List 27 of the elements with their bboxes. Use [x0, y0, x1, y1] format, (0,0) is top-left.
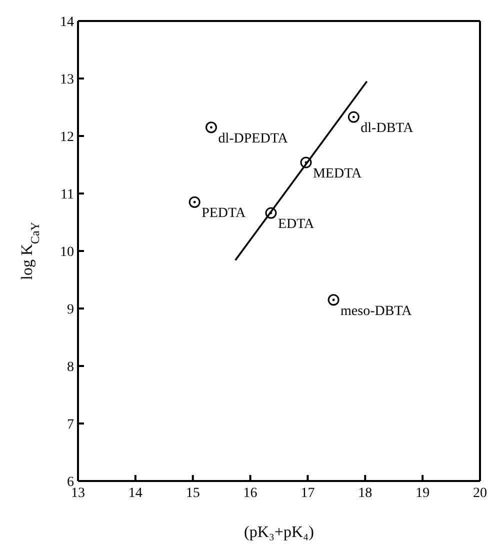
y-tick-label: 10	[60, 244, 74, 260]
y-tick-label: 14	[60, 14, 74, 30]
x-tick-label: 18	[358, 486, 372, 501]
y-tick-label: 9	[67, 302, 74, 318]
x-tick-label: 17	[300, 486, 315, 501]
x-tick-label: 19	[416, 486, 430, 501]
y-tick-label: 11	[60, 187, 74, 202]
x-tick-label: 20	[473, 486, 487, 501]
y-tick-label: 6	[67, 474, 74, 490]
annotation: dl-DPEDTA	[218, 131, 289, 146]
x-axis-title: (pK₃+pK₄)	[244, 524, 314, 541]
annotation: EDTA	[278, 217, 316, 232]
annotation: PEDTA	[202, 206, 246, 222]
y-tick-label: 7	[67, 417, 74, 432]
y-tick-label: 12	[60, 130, 74, 145]
annotation: MEDTA	[312, 166, 363, 182]
point	[348, 111, 360, 123]
point	[188, 196, 200, 208]
x-tick-label: 14	[128, 486, 142, 501]
y-tick-label: 8	[67, 360, 74, 375]
x-tick-label: 15	[186, 486, 200, 501]
y-tick-label: 13	[60, 72, 74, 88]
point	[205, 122, 217, 134]
point	[328, 294, 340, 306]
annotation: meso-DBTA	[340, 304, 413, 319]
annotation: dl-DBTA	[360, 121, 414, 136]
x-tick-label: 16	[243, 486, 258, 501]
